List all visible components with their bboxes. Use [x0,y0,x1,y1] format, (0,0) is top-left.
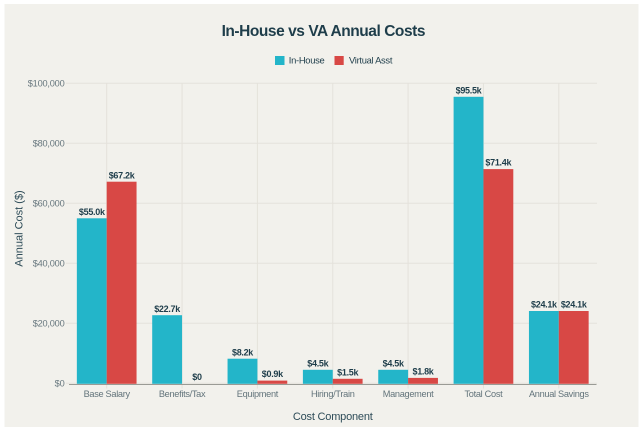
svg-text:In-House vs VA Annual Costs: In-House vs VA Annual Costs [222,23,425,40]
svg-text:$4.5k: $4.5k [307,358,329,368]
svg-text:$40,000: $40,000 [33,258,65,268]
svg-text:$0.9k: $0.9k [262,369,284,379]
svg-text:$60,000: $60,000 [33,198,65,208]
svg-text:$24.1k: $24.1k [561,300,588,310]
svg-text:$80,000: $80,000 [33,138,65,148]
svg-text:$100,000: $100,000 [28,78,65,88]
svg-text:$24.1k: $24.1k [531,300,558,310]
svg-text:$1.5k: $1.5k [337,367,359,377]
svg-text:$95.5k: $95.5k [456,85,483,95]
svg-text:$0: $0 [55,378,65,388]
svg-text:$4.5k: $4.5k [383,358,405,368]
svg-text:Virtual Asst: Virtual Asst [349,55,393,66]
svg-text:$1.8k: $1.8k [412,367,434,377]
svg-text:Annual Savings: Annual Savings [529,389,589,399]
svg-text:Annual Cost ($): Annual Cost ($) [13,190,25,266]
svg-text:Management: Management [383,389,434,399]
svg-text:$22.7k: $22.7k [154,304,181,314]
svg-text:$20,000: $20,000 [33,318,65,328]
svg-text:Base Salary: Base Salary [84,389,131,399]
svg-text:Equipment: Equipment [237,389,279,399]
svg-text:In-House: In-House [289,55,325,66]
svg-text:$55.0k: $55.0k [79,207,106,217]
svg-text:Total Cost: Total Cost [465,389,504,399]
svg-text:$0: $0 [192,372,202,382]
svg-text:$71.4k: $71.4k [485,158,512,168]
svg-text:$8.2k: $8.2k [232,347,254,357]
svg-text:$67.2k: $67.2k [109,170,136,180]
svg-text:Cost Component: Cost Component [293,411,373,423]
svg-text:Hiring/Train: Hiring/Train [311,389,355,399]
svg-text:Benefits/Tax: Benefits/Tax [159,389,206,399]
